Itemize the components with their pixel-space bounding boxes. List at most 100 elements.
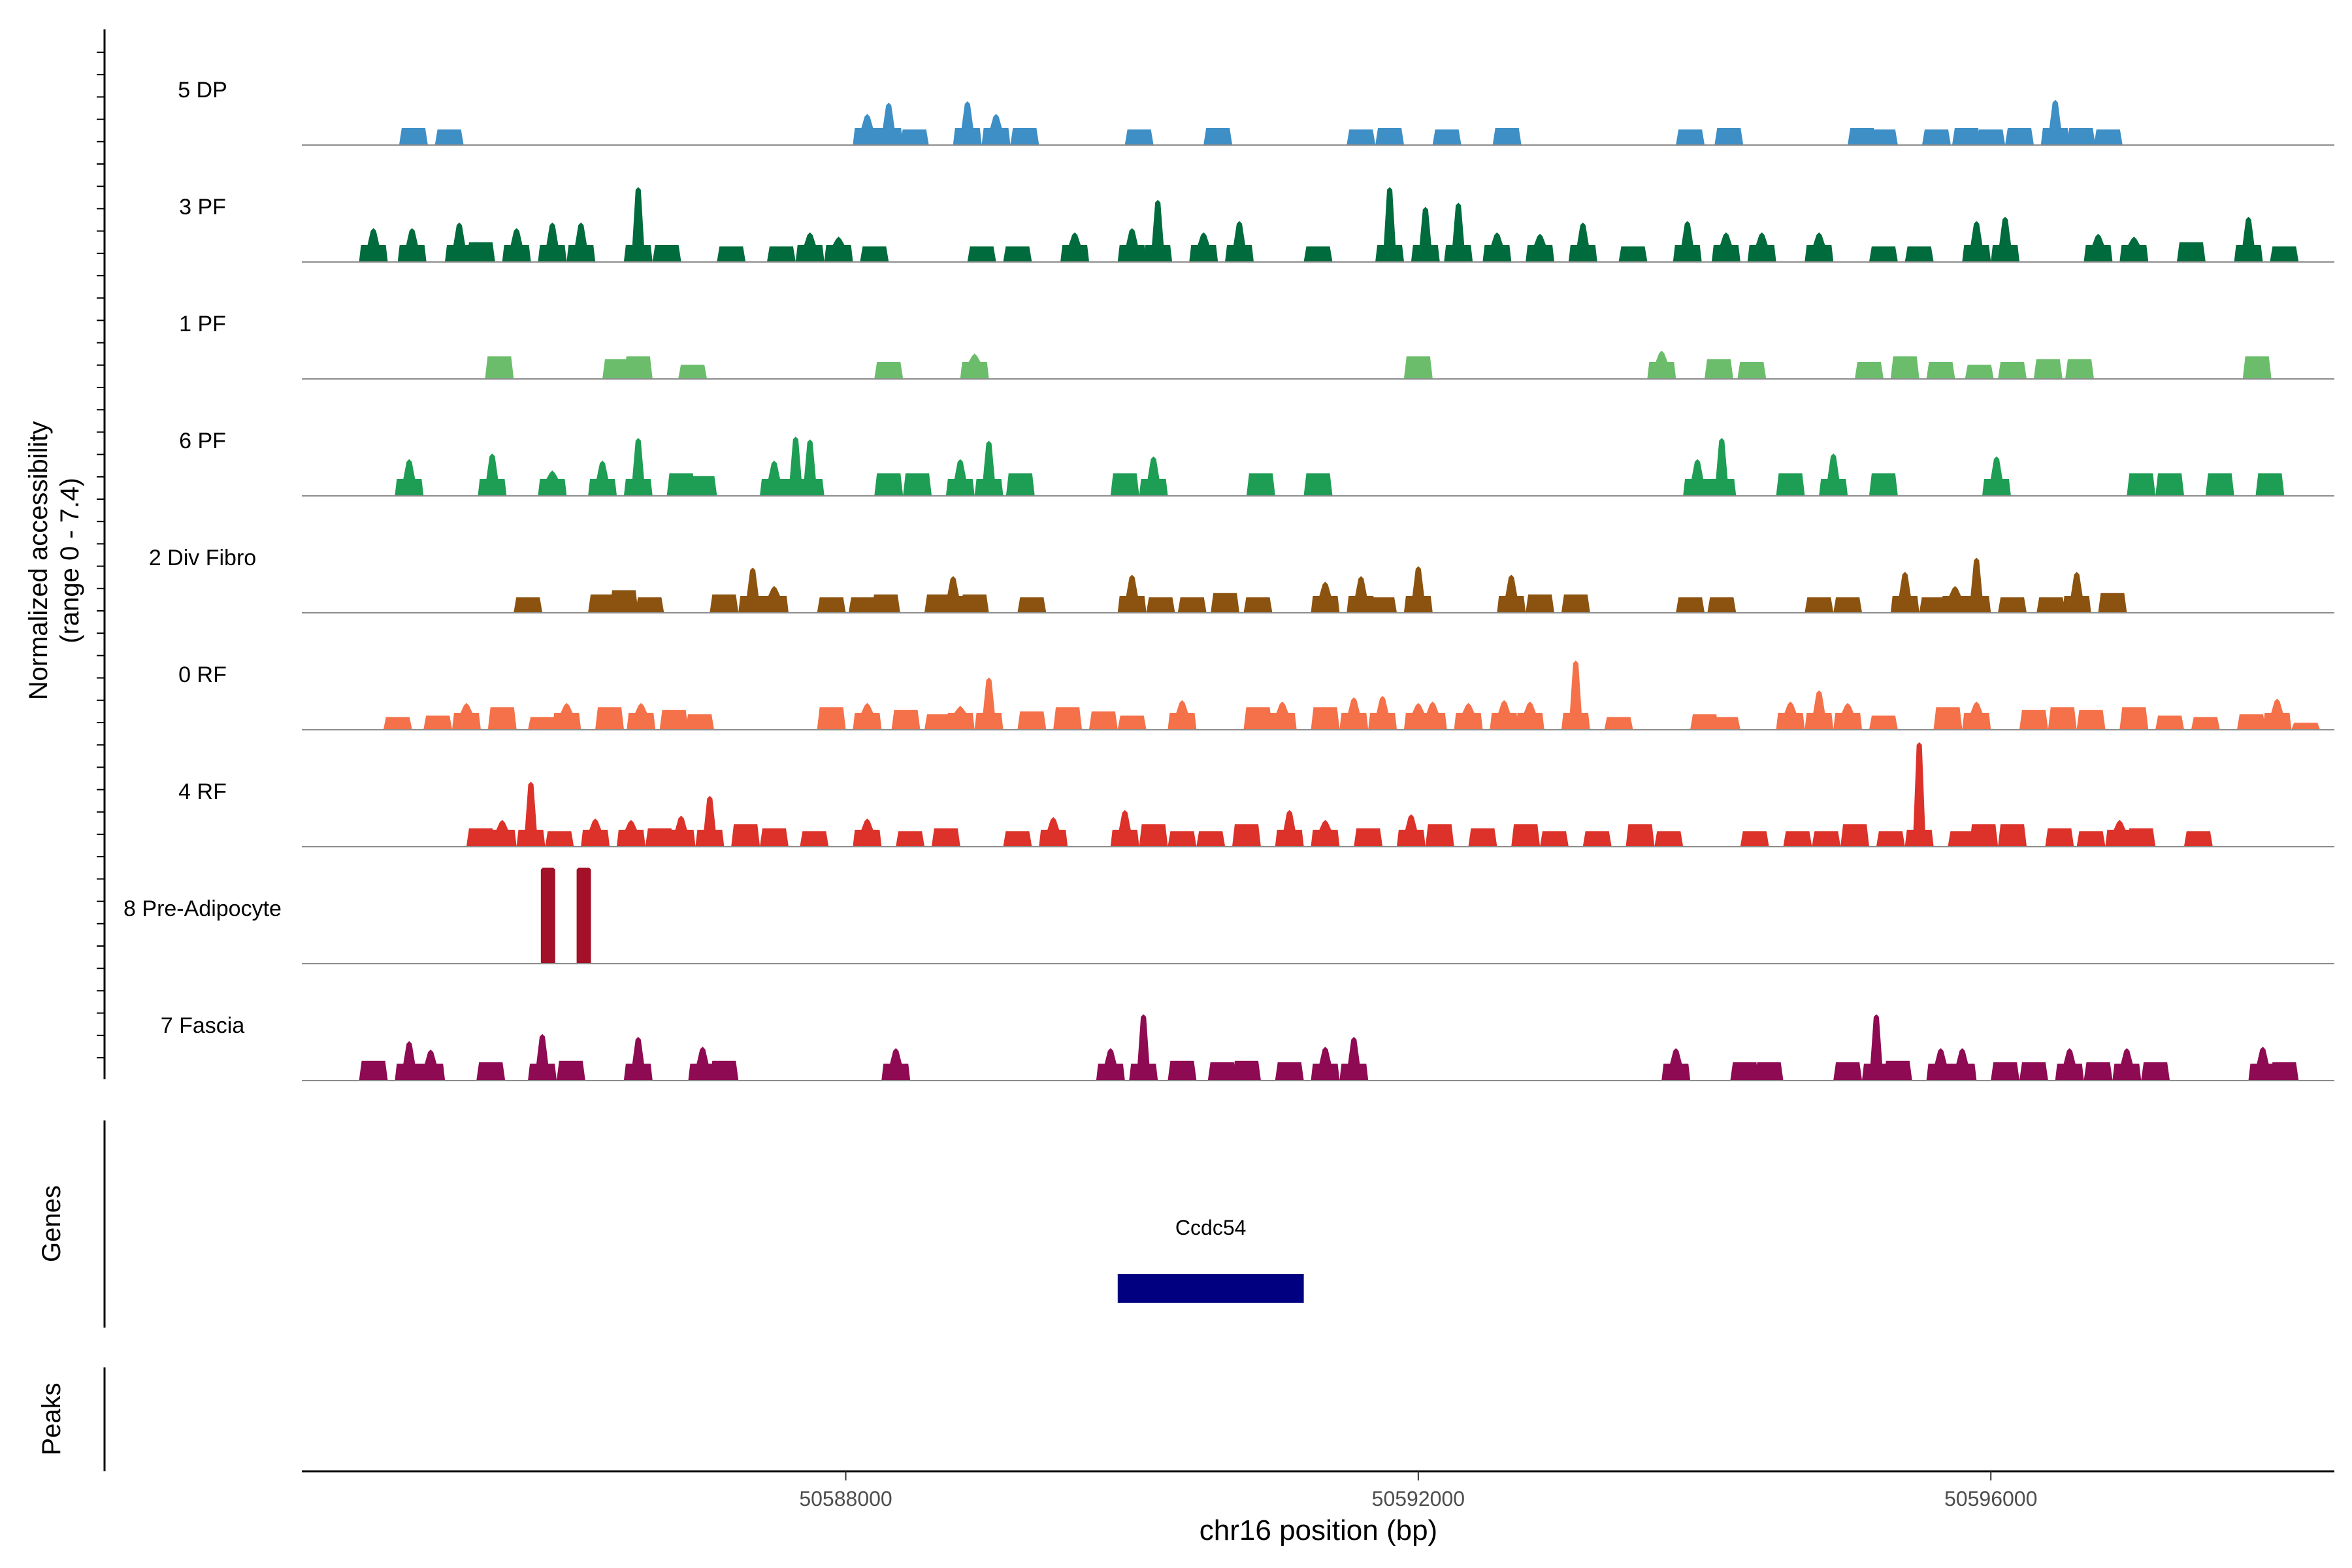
coverage-peak — [2040, 99, 2070, 145]
track: 4 RF — [178, 742, 2334, 847]
coverage-peak — [1129, 1014, 1158, 1081]
coverage-peak — [1267, 701, 1297, 730]
coverage-tracks: 5 DP 3 PF 1 PF 6 PF 2 Div Fibro 0 RF 4 RF 8 Pre… — [123, 78, 2334, 1081]
coverage-peak — [1003, 246, 1032, 262]
track: 1 PF — [179, 312, 2334, 380]
coverage-peak — [1117, 715, 1147, 730]
coverage-peak — [397, 228, 427, 262]
coverage-peak — [2083, 233, 2113, 262]
coverage-peak — [1017, 597, 1047, 613]
coverage-peak — [1654, 831, 1684, 847]
coverage-peak — [2033, 359, 2063, 379]
coverage-peak — [1146, 597, 1175, 613]
coverage-peak — [1711, 717, 1740, 730]
track-label: 3 PF — [179, 195, 226, 220]
coverage-peak — [953, 101, 982, 145]
y-axis-label-line-1: Normalized accessibility — [24, 421, 53, 700]
coverage-peak — [1805, 597, 1834, 613]
coverage-peak — [1243, 707, 1273, 730]
coverage-peak — [2234, 216, 2263, 262]
coverage-peak — [1861, 1014, 1891, 1081]
coverage-peak — [528, 1034, 557, 1081]
coverage-peak — [1647, 350, 1676, 379]
coverage-peak — [1168, 700, 1197, 730]
coverage-peak — [434, 129, 464, 145]
coverage-peak — [1840, 824, 1870, 847]
track-label: 1 PF — [179, 312, 226, 336]
coverage-peak — [1869, 473, 1898, 496]
coverage-peak — [2119, 707, 2149, 730]
coverage-peak — [1110, 473, 1139, 496]
coverage-peak — [1998, 362, 2027, 379]
coverage-peak — [1683, 459, 1712, 496]
coverage-peak — [1396, 814, 1426, 847]
coverage-peak — [938, 576, 968, 613]
track-label: 5 DP — [178, 78, 227, 103]
x-tick-label: 50596000 — [1944, 1487, 2037, 1511]
coverage-peak — [1468, 828, 1497, 847]
coverage-peak — [960, 353, 989, 379]
coverage-peak — [395, 459, 424, 496]
track-label: 0 RF — [178, 662, 227, 687]
gene-annotations: Ccdc54 — [1117, 1216, 1304, 1303]
coverage-peak — [623, 187, 653, 262]
coverage-peak — [1411, 206, 1440, 262]
coverage-peak — [1776, 473, 1805, 496]
coverage-peak — [399, 128, 428, 145]
coverage-peak — [1347, 129, 1376, 145]
coverage-peak — [1869, 715, 1898, 730]
coverage-peak — [1243, 597, 1273, 613]
coverage-peak — [1952, 128, 1981, 145]
coverage-peak — [896, 831, 925, 847]
coverage-peak — [1168, 1060, 1197, 1081]
coverage-peak — [2055, 1048, 2084, 1081]
coverage-peak — [945, 459, 975, 496]
coverage-peak — [759, 585, 789, 613]
coverage-peak — [1311, 1047, 1340, 1081]
coverage-peak — [485, 356, 514, 379]
coverage-peak — [2076, 831, 2106, 847]
track: 6 PF — [179, 429, 2334, 497]
coverage-peak — [1869, 246, 1898, 262]
coverage-peak — [931, 828, 960, 847]
coverage-peak — [695, 796, 725, 847]
coverage-peak — [2045, 828, 2074, 847]
track-label: 2 Div Fibro — [149, 546, 256, 570]
coverage-peak — [1110, 809, 1139, 847]
coverage-peak — [1812, 831, 1841, 847]
coverage-peak — [444, 222, 474, 262]
coverage-peak — [688, 476, 717, 496]
coverage-peak — [1275, 809, 1304, 847]
coverage-peak — [416, 1049, 446, 1081]
coverage-peak — [1883, 1060, 1912, 1081]
coverage-peak — [2183, 831, 2213, 847]
coverage-peak — [2270, 246, 2299, 262]
coverage-peak — [1940, 585, 1970, 613]
coverage-peak — [710, 1060, 739, 1081]
coverage-peak — [1998, 597, 2027, 613]
coverage-peak — [2262, 698, 2292, 730]
coverage-peak — [1833, 702, 1863, 730]
coverage-peak — [1730, 1062, 1759, 1081]
coverage-peak — [1848, 128, 1877, 145]
track-label: 7 Fascia — [161, 1013, 245, 1038]
coverage-peak — [588, 594, 617, 613]
coverage-peak — [974, 440, 1004, 496]
coverage-peak — [502, 228, 531, 262]
coverage-peak — [1904, 742, 1934, 847]
coverage-peak — [1618, 246, 1648, 262]
coverage-peak — [516, 781, 546, 847]
coverage-peak — [1707, 597, 1737, 613]
coverage-peak — [974, 678, 1004, 730]
coverage-peak — [1168, 831, 1197, 847]
coverage-peak — [2176, 242, 2206, 262]
coverage-peak — [2098, 593, 2127, 613]
coverage-peak — [2066, 128, 2096, 145]
coverage-peak — [616, 819, 645, 847]
coverage-peak — [609, 590, 638, 613]
coverage-peak — [795, 232, 825, 262]
coverage-peak — [1060, 232, 1090, 262]
coverage-peak — [1876, 831, 1905, 847]
coverage-peak — [1991, 1062, 2020, 1081]
